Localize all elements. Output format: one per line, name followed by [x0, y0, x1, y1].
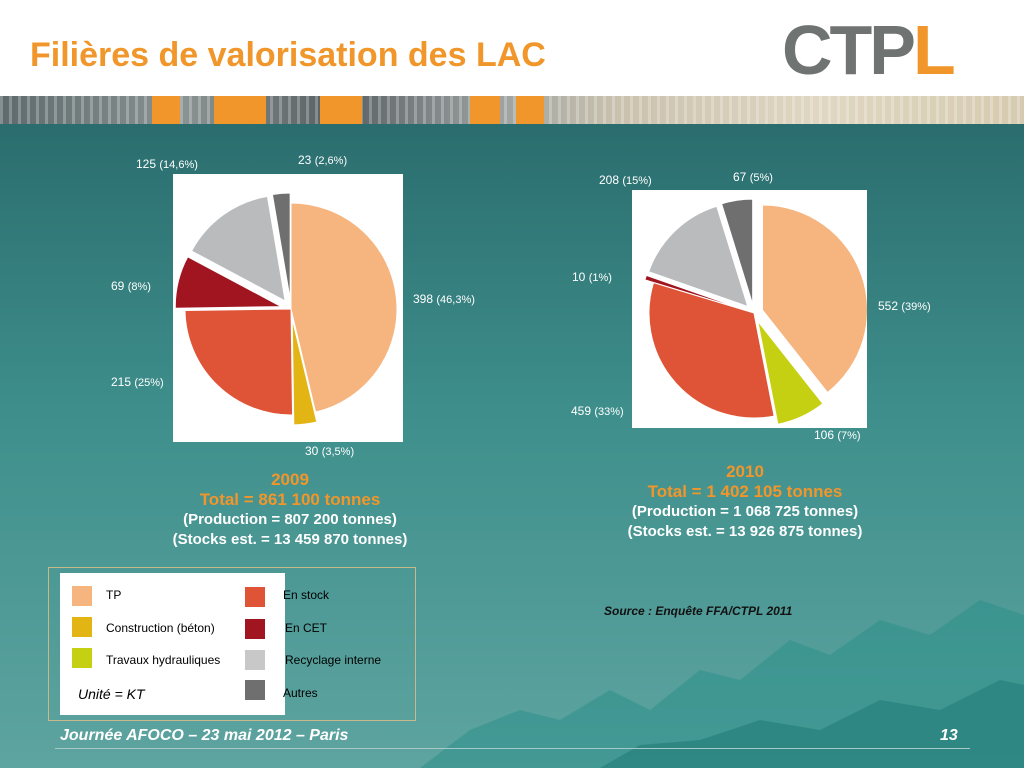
pie-chart-2010: [644, 198, 868, 425]
label-2009-construction: 30 (3,5%): [305, 444, 355, 458]
legend-frame: [48, 567, 416, 721]
pie-slice-2010-tp: [762, 204, 868, 394]
legend-swatch-tp: [72, 586, 92, 606]
legend-swatch-travaux: [72, 648, 92, 668]
pie-chart-2010-panel: [632, 190, 868, 428]
pie-slice-2009-construction-beton: [291, 318, 318, 426]
pie-slice-2009-en-stock: [184, 308, 294, 416]
legend-swatch-construction: [72, 617, 92, 637]
pie-slice-2009-tp: [290, 202, 398, 413]
label-2010-autres: 67 (5%): [733, 170, 773, 184]
ctpl-logo: CTP L: [782, 14, 956, 86]
legend-label-recyclage: Recyclage interne: [285, 653, 382, 667]
pie-slice-2010-travaux-hydrauliques: [757, 320, 824, 425]
legend-label-en-stock: En stock: [283, 588, 330, 602]
source-note: Source : Enquête FFA/CTPL 2011: [604, 604, 793, 618]
caption-2009-total: Total = 861 100 tonnes: [199, 490, 381, 509]
gravel-banner: [0, 96, 1024, 124]
pie-slice-2010-en-stock: [648, 281, 775, 419]
label-2010-travaux: 106 (7%): [814, 428, 861, 442]
caption-2009-year: 2009: [271, 470, 309, 489]
legend-swatch-en-cet: [245, 619, 265, 639]
pie-slice-2010-en-cet: [644, 274, 746, 311]
label-2009-en-cet: 69 (8%): [111, 279, 151, 293]
pie-slice-2010-recyclage-interne: [648, 205, 749, 308]
slide-header: Filières de valorisation des LAC CTP L: [0, 0, 1024, 96]
legend-swatch-autres: [245, 680, 265, 700]
pie-slice-2009-autres: [271, 192, 291, 300]
logo-text-orange: L: [913, 11, 956, 89]
caption-2009-production: (Production = 807 200 tonnes): [183, 511, 397, 528]
slide-title: Filières de valorisation des LAC: [30, 36, 546, 74]
pie-chart-2009-panel: [173, 174, 403, 442]
caption-2010-total: Total = 1 402 105 tonnes: [647, 482, 843, 501]
caption-2010-stocks: (Stocks est. = 13 926 875 tonnes): [627, 523, 863, 540]
legend-label-en-cet: En CET: [285, 621, 328, 635]
pie-chart-2009: [174, 192, 398, 426]
legend-swatch-recyclage: [245, 650, 265, 670]
pie-slice-2009-en-cet: [174, 256, 282, 309]
footer-line: [55, 748, 970, 749]
legend-label-tp: TP: [106, 588, 122, 602]
pie-slice-2009-recyclage-interne: [190, 195, 286, 302]
legend-label-autres: Autres: [283, 686, 318, 700]
label-2009-recyclage: 125 (14,6%): [136, 157, 198, 171]
label-2009-en-stock: 215 (25%): [111, 375, 164, 389]
label-2010-en-stock: 459 (33%): [571, 404, 624, 418]
label-2009-autres: 23 (2,6%): [298, 153, 348, 167]
page-number: 13: [940, 727, 958, 744]
legend-unit: Unité = KT: [78, 686, 145, 702]
logo-text-gray: CTP: [782, 11, 916, 89]
caption-2010-production: (Production = 1 068 725 tonnes): [631, 503, 859, 520]
legend-swatch-en-stock: [245, 587, 265, 607]
legend-label-travaux: Travaux hydrauliques: [106, 653, 221, 667]
caption-2009: 2009 Total = 861 100 tonnes (Production …: [140, 470, 440, 550]
caption-2010: 2010 Total = 1 402 105 tonnes (Productio…: [595, 462, 895, 542]
label-2010-tp: 552 (39%): [878, 299, 931, 313]
footer-text: Journée AFOCO – 23 mai 2012 – Paris: [60, 727, 349, 744]
pie-slice-2010-autres: [720, 198, 754, 305]
label-2009-tp: 398 (46,3%): [413, 292, 475, 306]
caption-2009-stocks: (Stocks est. = 13 459 870 tonnes): [172, 531, 408, 548]
label-2010-en-cet: 10 (1%): [572, 270, 612, 284]
mountain-decoration: [420, 600, 1024, 768]
legend-label-construction: Construction (béton): [106, 621, 215, 635]
caption-2010-year: 2010: [726, 462, 764, 481]
label-2010-recyclage: 208 (15%): [599, 173, 652, 187]
